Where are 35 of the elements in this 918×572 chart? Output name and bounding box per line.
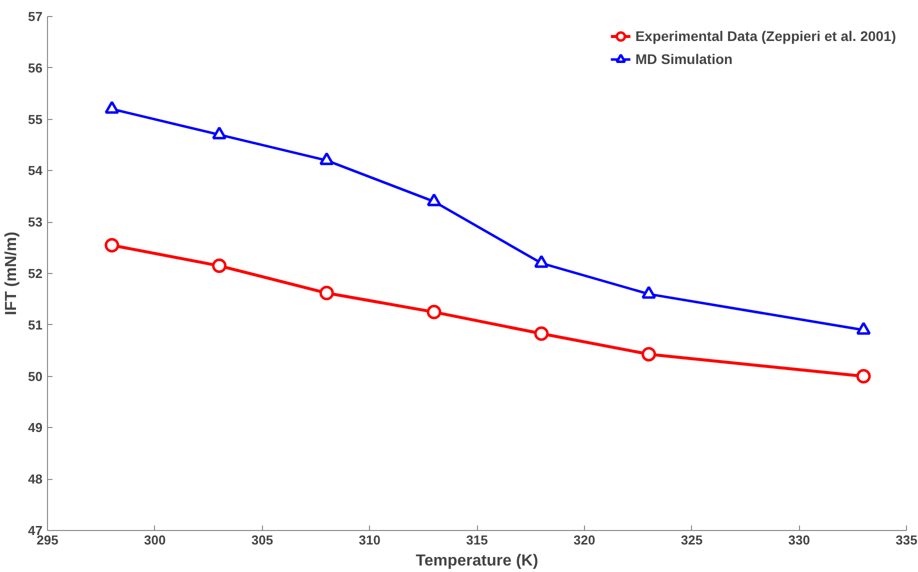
x-tick-label: 325 bbox=[680, 532, 703, 548]
y-tick-label: 57 bbox=[28, 9, 43, 24]
point bbox=[426, 193, 442, 206]
x-tick-label: 315 bbox=[466, 532, 488, 548]
x-tick-label: 330 bbox=[788, 532, 810, 548]
legend-label: MD Simulation bbox=[635, 51, 733, 67]
y-tick-label: 51 bbox=[28, 317, 43, 332]
point bbox=[319, 286, 334, 300]
point bbox=[856, 369, 871, 384]
point bbox=[212, 258, 227, 274]
x-tick-label: 305 bbox=[251, 532, 274, 548]
x-tick-label: 320 bbox=[574, 532, 596, 548]
y-tick-label: 56 bbox=[28, 60, 43, 76]
point bbox=[642, 286, 656, 299]
legend-label: Experimental Data (Zeppieri et al. 2001) bbox=[635, 28, 896, 44]
point bbox=[642, 346, 656, 362]
point bbox=[426, 304, 442, 320]
point bbox=[212, 126, 227, 140]
point bbox=[534, 255, 549, 268]
y-tick-label: 55 bbox=[28, 112, 43, 127]
y-tick-label: 52 bbox=[28, 266, 43, 281]
y-tick-label: 53 bbox=[28, 214, 43, 230]
x-tick-label: 335 bbox=[896, 532, 918, 548]
y-axis-title: IFT (mN/m) bbox=[3, 232, 20, 316]
point bbox=[104, 238, 120, 252]
point bbox=[319, 152, 334, 166]
point bbox=[104, 100, 120, 114]
x-tick-label: 310 bbox=[358, 532, 380, 548]
y-tick-label: 50 bbox=[28, 368, 43, 384]
y-tick-label: 48 bbox=[28, 472, 43, 487]
x-axis-title: Temperature (K) bbox=[416, 552, 538, 570]
y-tick-label: 49 bbox=[28, 420, 43, 436]
point bbox=[534, 326, 549, 341]
x-tick-label: 300 bbox=[144, 532, 166, 548]
y-tick-label: 54 bbox=[28, 163, 44, 178]
